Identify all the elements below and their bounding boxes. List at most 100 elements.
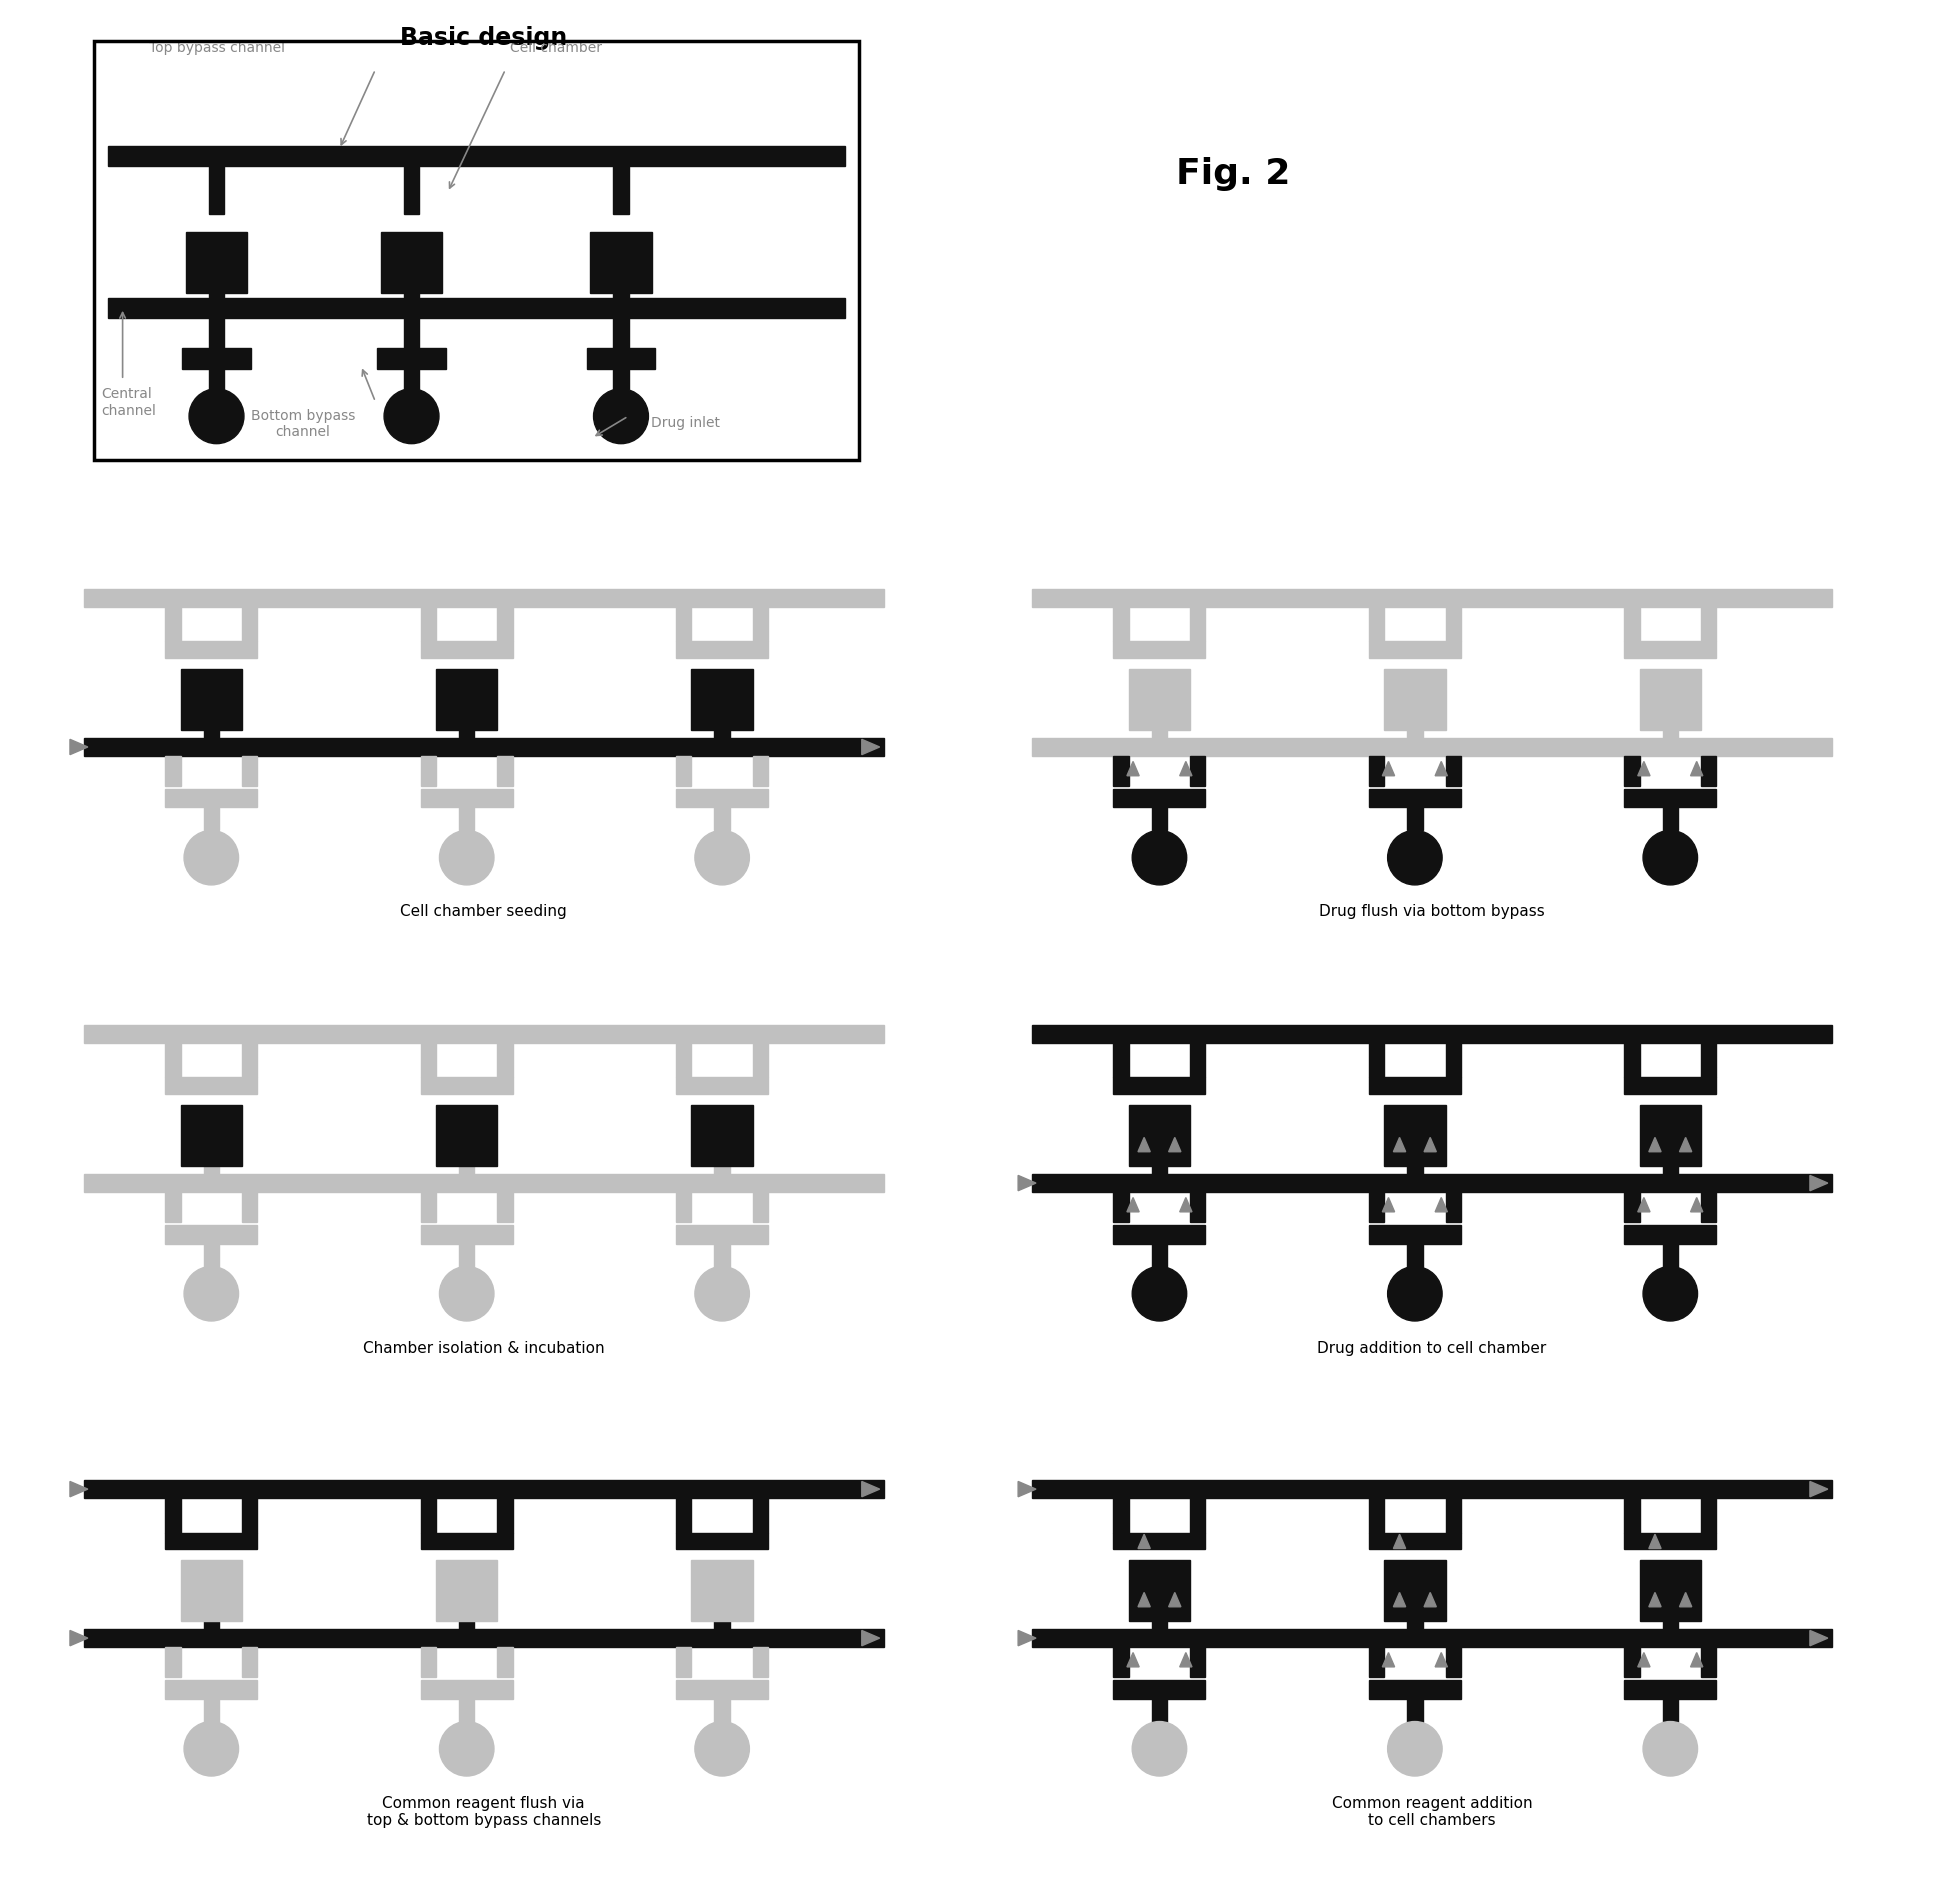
Bar [1445,1193,1461,1223]
Bar [1113,1043,1128,1077]
Text: Drug inlet: Drug inlet [652,417,720,430]
Bar [164,1532,257,1549]
Bar [1190,1193,1206,1223]
Bar [381,231,443,294]
Bar [1113,1077,1206,1094]
Polygon shape [1382,1198,1395,1212]
Bar [420,1043,435,1077]
Text: Basic design: Basic design [401,27,567,49]
Bar [675,1193,691,1223]
Bar [459,808,474,830]
Polygon shape [1680,1593,1691,1606]
Bar [209,319,224,349]
Bar [83,588,884,607]
Circle shape [1387,1267,1442,1322]
Circle shape [1643,1267,1697,1322]
Bar [164,1193,180,1223]
Bar [1151,808,1167,830]
Bar [1128,1105,1190,1166]
Bar [1445,757,1461,787]
Bar [1190,607,1206,641]
Bar [497,1498,513,1532]
Bar [459,1621,474,1629]
Bar [1407,1621,1422,1629]
Bar [675,641,768,658]
Bar [435,1560,497,1621]
Polygon shape [1809,1176,1829,1191]
Bar [675,1648,691,1678]
Bar [1113,789,1206,808]
Polygon shape [861,1631,880,1646]
Text: Cell chamber: Cell chamber [511,42,602,55]
Bar [164,1680,257,1699]
Circle shape [1643,830,1697,885]
Bar [1623,1648,1639,1678]
Circle shape [439,1722,493,1777]
Bar [1128,1560,1190,1621]
Bar [753,1043,768,1077]
Bar [1701,757,1716,787]
Bar [1623,1043,1639,1077]
Bar [404,294,420,298]
Bar [164,641,257,658]
Bar [1368,1077,1461,1094]
Bar [203,1699,219,1722]
Text: Drug addition to cell chamber: Drug addition to cell chamber [1318,1340,1546,1356]
Bar [1113,1193,1128,1223]
Bar [1407,808,1422,830]
Bar [420,1498,435,1532]
Text: Common reagent addition
to cell chambers: Common reagent addition to cell chambers [1331,1796,1533,1828]
Circle shape [594,389,648,444]
Bar [753,757,768,787]
Bar [1445,607,1461,641]
Bar [1701,1498,1716,1532]
Polygon shape [1126,1653,1140,1667]
Bar [182,349,252,368]
Polygon shape [1393,1593,1405,1606]
Bar [164,1648,180,1678]
Polygon shape [1169,1593,1180,1606]
Bar [691,669,753,730]
Bar [1623,1498,1639,1532]
Polygon shape [861,1481,880,1496]
Bar [83,1024,884,1043]
Bar [1151,1621,1167,1629]
Bar [1701,1043,1716,1077]
Bar [691,1560,753,1621]
Circle shape [1387,1722,1442,1777]
Bar [675,1498,691,1532]
Bar [714,730,729,738]
Bar [242,607,257,641]
Circle shape [190,389,244,444]
Bar [1031,1629,1832,1648]
Bar [420,1077,513,1094]
Circle shape [1643,1722,1697,1777]
Bar [1031,738,1832,757]
Bar [1151,1699,1167,1722]
Bar [1662,1621,1678,1629]
Bar [1113,1680,1206,1699]
Bar [1128,669,1190,730]
Bar [1407,730,1422,738]
Bar [1190,757,1206,787]
Text: Central
channel: Central channel [101,387,157,417]
Text: Bottom bypass
channel: Bottom bypass channel [252,410,356,440]
Bar [242,757,257,787]
Bar [1190,1043,1206,1077]
Bar [1368,1532,1461,1549]
Bar [675,1077,768,1094]
Polygon shape [1138,1534,1149,1549]
Bar [1445,1043,1461,1077]
Bar [1623,1532,1716,1549]
Bar [1639,1560,1701,1621]
Bar [1151,1244,1167,1267]
Bar [420,1532,513,1549]
Bar [1190,1648,1206,1678]
Polygon shape [1018,1481,1035,1496]
Bar [1623,1225,1716,1244]
Polygon shape [1809,1481,1829,1496]
Bar [242,1648,257,1678]
Bar [164,789,257,808]
Polygon shape [1424,1593,1436,1606]
Bar [1190,1498,1206,1532]
